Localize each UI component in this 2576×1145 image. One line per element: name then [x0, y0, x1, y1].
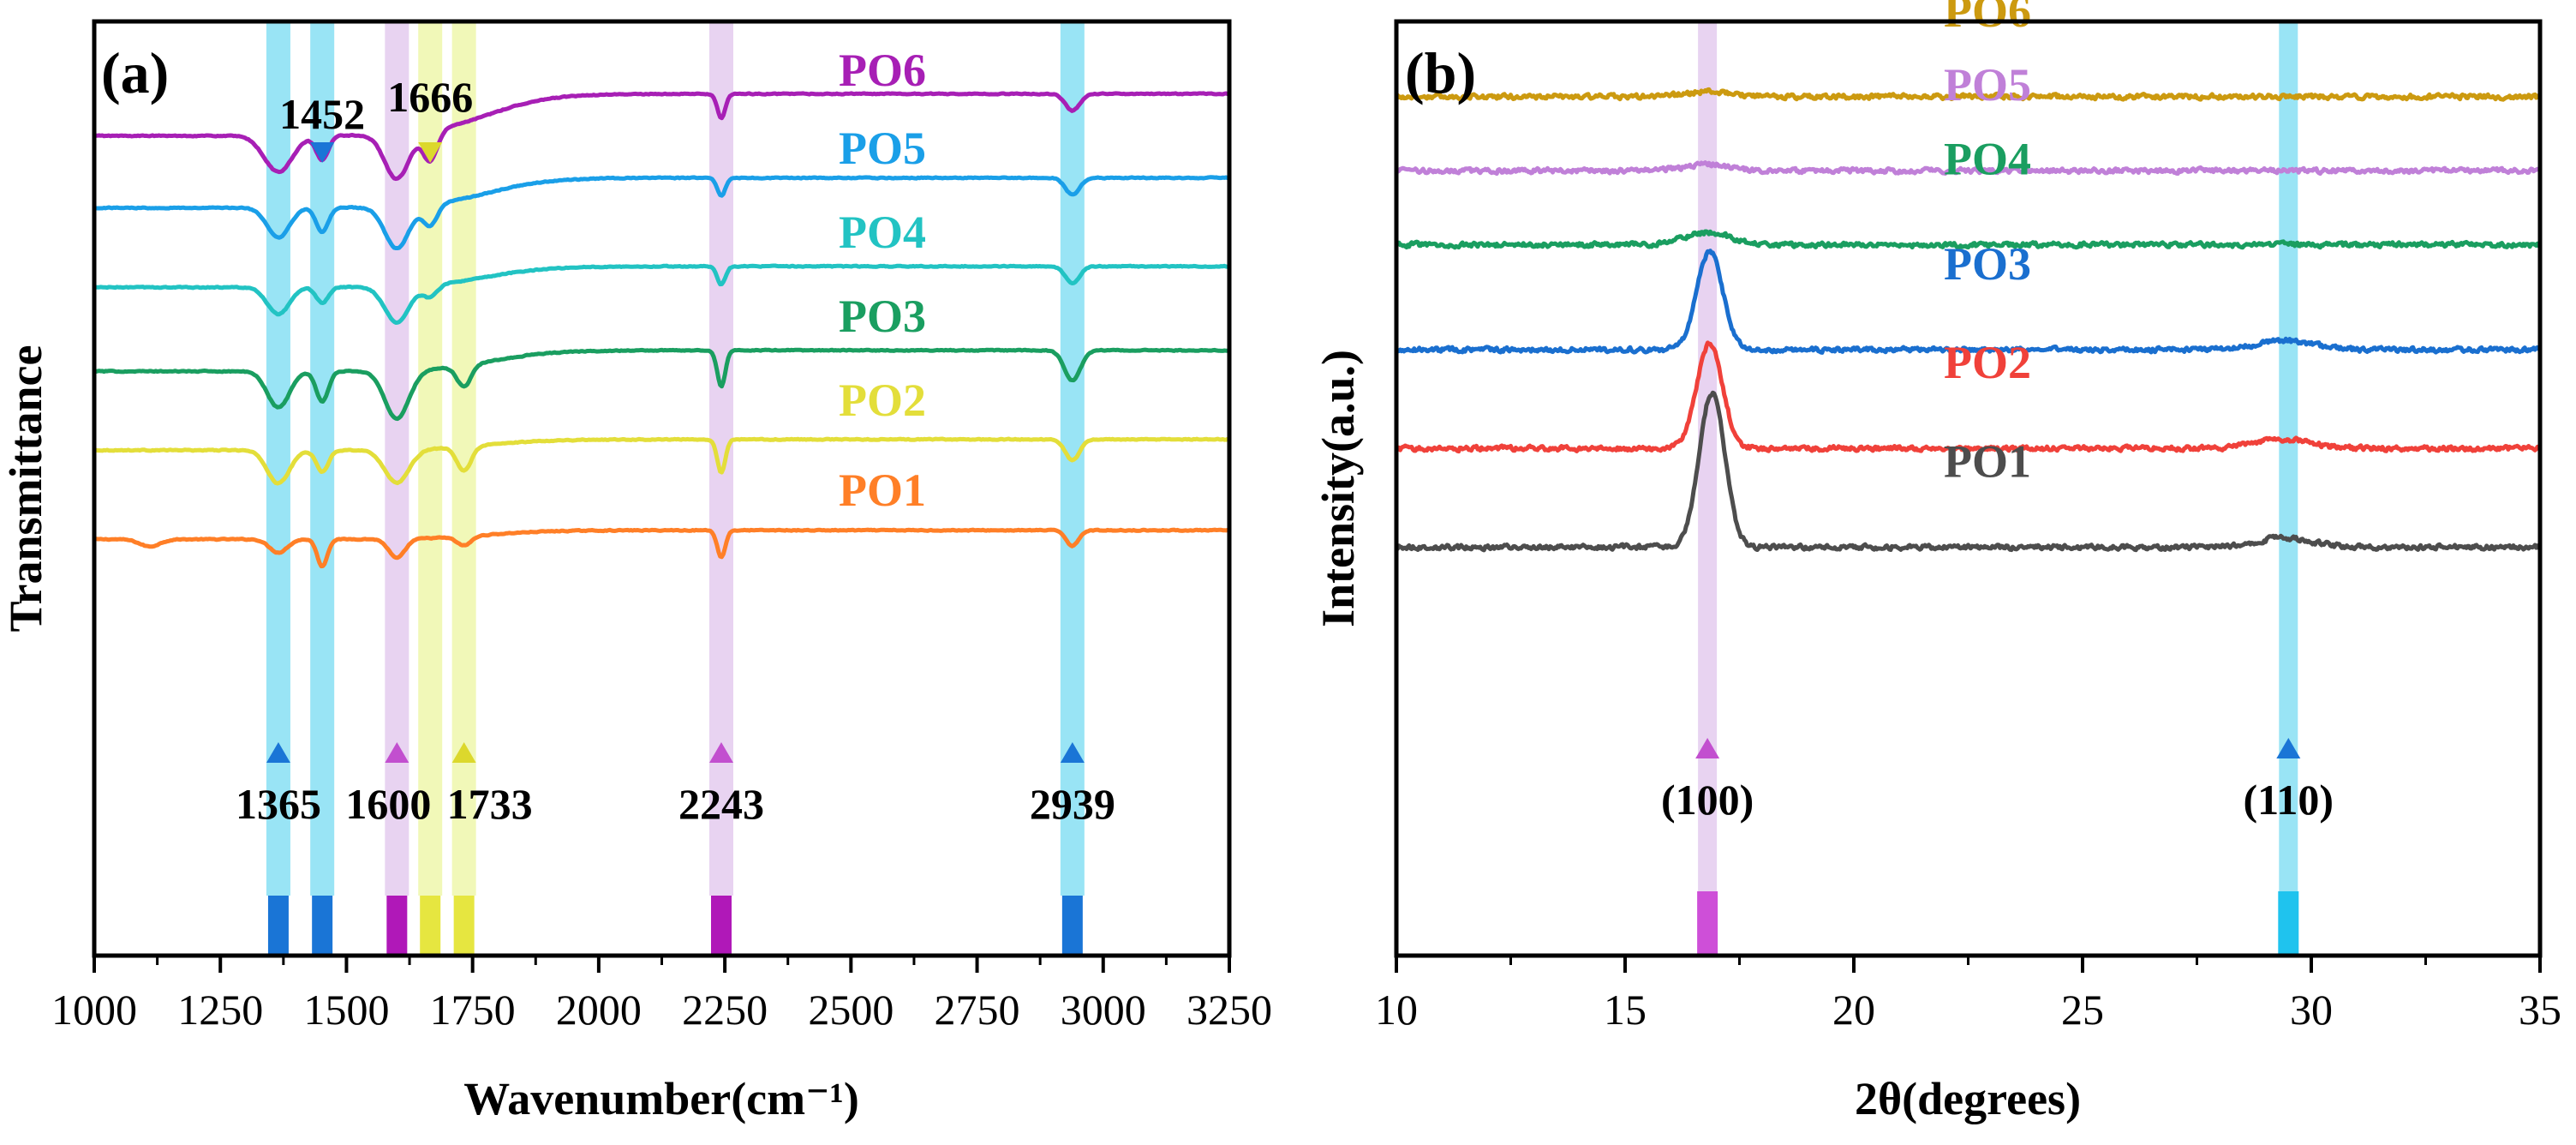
x-tick-label: 25 [2061, 986, 2104, 1034]
peak-label: 1365 [236, 780, 321, 828]
series-line-po1 [93, 527, 1230, 569]
peak-marker-up [451, 742, 476, 763]
panel-b-y-axis-title: Intensity(a.u.) [1312, 350, 1364, 627]
series-line-po4 [93, 263, 1230, 325]
bottom-marker [267, 896, 289, 956]
x-tick-label: 20 [1832, 986, 1875, 1034]
series-label-po3: PO3 [839, 291, 926, 342]
series-label-po5: PO5 [1944, 59, 2031, 111]
highlight-band [266, 21, 290, 896]
panel-a-series-labels: PO1 PO2 PO3 PO4 PO5 PO6 [839, 45, 926, 516]
panel-b-x-axis: 10 15 20 25 30 35 [1375, 956, 2561, 1034]
peak-label: (110) [2244, 776, 2334, 824]
peak-marker-up [2276, 738, 2301, 758]
series-label-po2: PO2 [1944, 337, 2031, 388]
series-line-po6 [93, 91, 1230, 182]
series-line-po4 [1396, 229, 2541, 250]
peak-label: 1666 [387, 73, 473, 121]
panel-a-highlight-bands [266, 21, 1085, 896]
series-label-po5: PO5 [839, 123, 926, 174]
x-tick-label: 30 [2290, 986, 2333, 1034]
peak-marker-up [385, 742, 409, 763]
peak-label: 2243 [678, 780, 764, 828]
series-line-po2 [93, 436, 1230, 486]
series-line-po5 [1395, 160, 2542, 177]
panel-b-xrd-chart: (100) (110) PO1 PO2 PO3 PO4 PO5 PO6 10 15 20 25 30… [1312, 0, 2561, 1124]
bottom-marker [2278, 891, 2299, 956]
x-tick-label: 15 [1604, 986, 1647, 1034]
peak-marker-up [266, 742, 290, 763]
bottom-marker [386, 896, 408, 956]
x-tick-label: 10 [1375, 986, 1418, 1034]
peak-label: (100) [1661, 776, 1754, 824]
x-tick-label: 2250 [682, 986, 768, 1034]
peak-label: 1733 [447, 780, 533, 828]
panel-b-series-group [1394, 87, 2543, 553]
peak-label: 1600 [345, 780, 431, 828]
bottom-marker [1061, 896, 1083, 956]
series-label-po1: PO1 [1944, 435, 2031, 487]
series-line-po2 [1396, 340, 2543, 454]
x-tick-label: 2750 [935, 986, 1020, 1034]
panel-a-series-group [93, 91, 1230, 569]
highlight-band [1698, 21, 1718, 891]
peak-marker-down [310, 142, 335, 163]
panel-a-x-axis-title: Wavenumber(cm⁻¹) [463, 1073, 859, 1124]
x-tick-label: 3250 [1186, 986, 1272, 1034]
series-label-po6: PO6 [839, 45, 926, 96]
panel-a-y-axis-title: Transmittance [0, 345, 51, 632]
bottom-marker [710, 896, 732, 956]
x-tick-label: 35 [2519, 986, 2561, 1034]
panel-a-bottom-markers [267, 896, 1083, 956]
x-tick-label: 1250 [177, 986, 263, 1034]
x-tick-label: 1750 [430, 986, 516, 1034]
panel-a-label: (a) [101, 40, 169, 105]
series-line-po1 [1394, 390, 2542, 553]
bottom-marker [453, 896, 475, 956]
highlight-band [708, 21, 733, 896]
bottom-marker [420, 896, 441, 956]
highlight-band [418, 21, 443, 896]
x-tick-label: 1000 [51, 986, 137, 1034]
x-tick-label: 2000 [556, 986, 642, 1034]
series-label-po3: PO3 [1944, 238, 2031, 290]
panel-a-x-axis: 1000 1250 1500 1750 2000 2250 2500 2750 3000 3250 [51, 956, 1272, 1034]
panel-b-label: (b) [1405, 40, 1476, 105]
panel-b-series-labels: PO1 PO2 PO3 PO4 PO5 PO6 [1944, 0, 2031, 487]
series-label-po6: PO6 [1944, 0, 2031, 37]
x-tick-label: 2500 [808, 986, 894, 1034]
series-label-po2: PO2 [839, 375, 926, 426]
peak-label: 1452 [279, 90, 365, 138]
x-tick-label: 1500 [303, 986, 389, 1034]
series-line-po6 [1395, 87, 2541, 102]
bottom-marker [1697, 891, 1718, 956]
panel-b-bottom-markers [1697, 891, 2299, 956]
highlight-band [2279, 21, 2298, 891]
series-label-po1: PO1 [839, 465, 926, 516]
series-label-po4: PO4 [1944, 134, 2031, 185]
peak-marker-up [1060, 742, 1085, 763]
series-label-po4: PO4 [839, 207, 926, 258]
peak-marker-down [418, 142, 443, 163]
panel-b-highlight-bands [1698, 21, 2298, 891]
series-line-po5 [93, 175, 1230, 250]
x-tick-label: 3000 [1061, 986, 1146, 1034]
peak-marker-up [708, 742, 733, 763]
panel-a-annotations: 1365 1600 1733 2243 2939 1452 1666 [236, 73, 1115, 828]
highlight-band [385, 21, 409, 896]
bottom-marker [312, 896, 333, 956]
panel-b-x-axis-title: 2θ(degrees) [1855, 1073, 2081, 1124]
series-line-po3 [93, 347, 1230, 422]
peak-label: 2939 [1030, 780, 1115, 828]
peak-marker-up [1695, 738, 1720, 758]
series-line-po3 [1394, 249, 2542, 355]
panel-b-annotations: (100) (110) [1661, 738, 2334, 824]
